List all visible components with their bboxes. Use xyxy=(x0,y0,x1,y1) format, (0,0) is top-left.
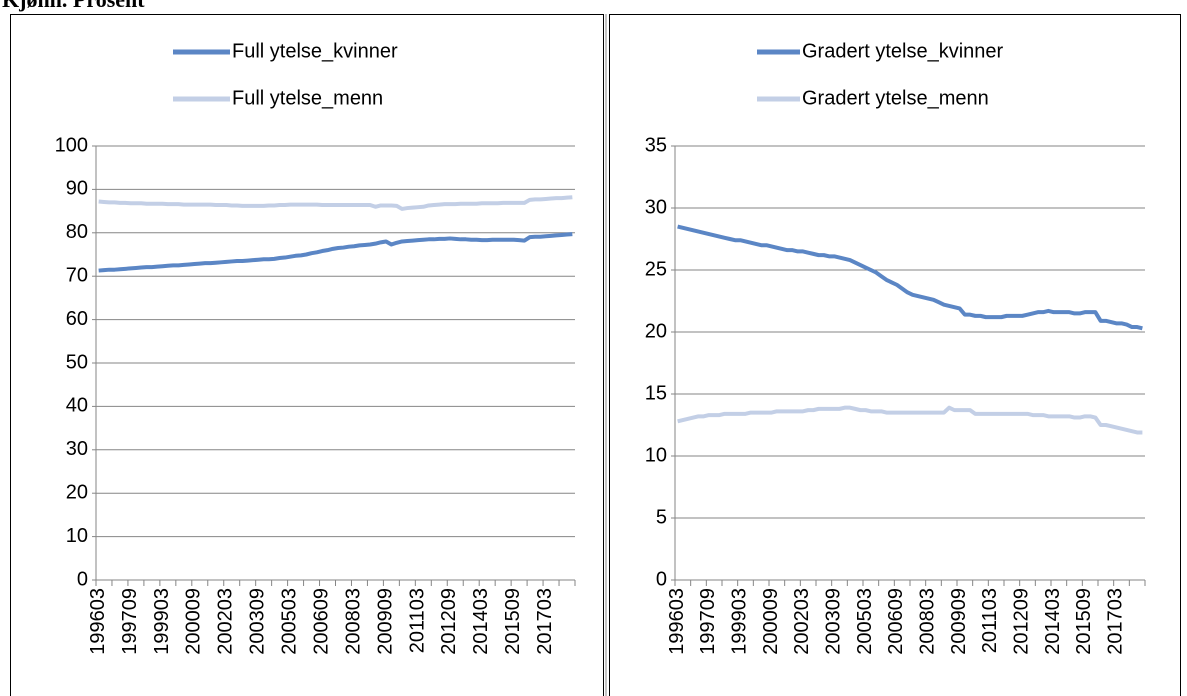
y-tick-label: 70 xyxy=(66,264,88,286)
x-tick-label: 200009 xyxy=(183,588,205,655)
x-tick-label: 200803 xyxy=(342,588,364,655)
x-tick-label: 200309 xyxy=(247,588,269,655)
series-line xyxy=(98,232,573,273)
x-tick-label: 201403 xyxy=(1042,588,1064,655)
y-tick-label: 10 xyxy=(645,444,667,466)
y-tick-label: 35 xyxy=(645,134,667,156)
x-tick-label: 199603 xyxy=(666,588,688,655)
x-tick-label: 200203 xyxy=(215,588,237,655)
x-tick-label: 201703 xyxy=(534,588,556,655)
series-line xyxy=(677,224,1143,331)
x-tick-label: 199903 xyxy=(729,588,751,655)
x-tick-label: 200909 xyxy=(374,588,396,655)
legend-label: Gradert ytelse_kvinner xyxy=(802,40,1004,62)
x-tick-label: 201103 xyxy=(406,588,428,653)
series-line xyxy=(677,405,1143,435)
x-tick-label: 200009 xyxy=(760,588,782,655)
y-tick-label: 80 xyxy=(66,221,88,243)
y-tick-label: 60 xyxy=(66,308,88,330)
page-title: Kjønn. Prosent xyxy=(2,0,145,12)
x-tick-label: 201509 xyxy=(1073,588,1095,655)
panel-frame xyxy=(609,14,1181,696)
y-tick-label: 20 xyxy=(66,481,88,503)
x-tick-label: 201209 xyxy=(1011,588,1033,655)
panel-frame xyxy=(10,14,604,696)
y-tick-label: 30 xyxy=(66,438,88,460)
series-line xyxy=(98,195,573,211)
x-tick-label: 200909 xyxy=(948,588,970,655)
y-tick-label: 20 xyxy=(645,320,667,342)
y-tick-label: 90 xyxy=(66,178,88,200)
x-tick-label: 200503 xyxy=(279,588,301,655)
y-tick-label: 15 xyxy=(645,382,667,404)
legend-label: Full ytelse_kvinner xyxy=(232,40,398,62)
x-tick-label: 199709 xyxy=(119,588,141,655)
y-tick-label: 10 xyxy=(66,525,88,547)
y-tick-label: 30 xyxy=(645,196,667,218)
x-tick-label: 199709 xyxy=(697,588,719,655)
x-tick-label: 201403 xyxy=(470,588,492,655)
x-tick-label: 201209 xyxy=(438,588,460,655)
x-tick-label: 200309 xyxy=(823,588,845,655)
legend-label: Full ytelse_menn xyxy=(232,87,383,109)
x-tick-label: 199903 xyxy=(151,588,173,655)
x-tick-label: 200609 xyxy=(885,588,907,655)
x-tick-label: 200609 xyxy=(310,588,332,655)
x-tick-label: 201103 xyxy=(979,588,1001,653)
y-tick-label: 5 xyxy=(656,506,667,528)
y-tick-label: 0 xyxy=(656,568,667,590)
y-tick-label: 40 xyxy=(66,395,88,417)
y-tick-label: 25 xyxy=(645,258,667,280)
x-tick-label: 200503 xyxy=(854,588,876,655)
legend-label: Gradert ytelse_menn xyxy=(802,87,989,109)
x-tick-label: 201509 xyxy=(502,588,524,655)
y-tick-label: 100 xyxy=(55,134,88,156)
x-tick-label: 200803 xyxy=(917,588,939,655)
y-tick-label: 50 xyxy=(66,351,88,373)
y-tick-label: 0 xyxy=(77,568,88,590)
x-tick-label: 199603 xyxy=(87,588,109,655)
x-tick-label: 201703 xyxy=(1105,588,1127,655)
x-tick-label: 200203 xyxy=(791,588,813,655)
